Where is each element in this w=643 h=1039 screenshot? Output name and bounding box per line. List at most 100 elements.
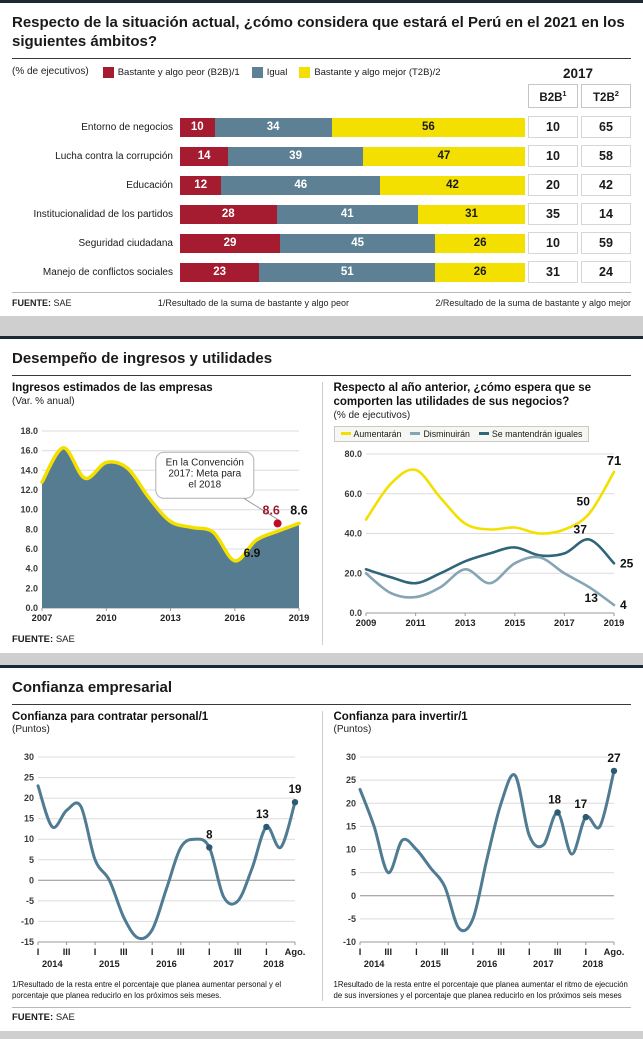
legend-swatch-red [102,66,114,78]
svg-text:I: I [415,947,418,957]
svg-text:2018: 2018 [263,959,284,969]
svg-text:6.9: 6.9 [244,546,261,560]
utilidades-subtitle: Respecto al año anterior, ¿cómo espera q… [333,382,592,408]
b2b-value: 10 [528,116,578,139]
b2b-value: 31 [528,261,578,284]
legend-item-disminuiran: Disminuirán [410,429,470,439]
svg-text:13: 13 [584,591,598,605]
svg-text:III: III [553,947,561,957]
svg-text:40.0: 40.0 [344,528,362,538]
utilidades-column: Respecto al año anterior, ¿cómo espera q… [321,382,633,645]
svg-text:III: III [497,947,505,957]
source: FUENTE: SAE [12,298,72,309]
svg-text:III: III [440,947,448,957]
bar-row: Manejo de conflictos sociales 23 51 26 31 24 [12,261,631,284]
footnote-1: 1/Resultado de la suma de bastante y alg… [157,298,350,309]
column-headers: B2B1 T2B2 [525,83,631,109]
panel2-title: Desempeño de ingresos y utilidades [12,350,631,377]
category-label: Seguridad ciudadana [78,237,173,249]
legend-item-t2b: Bastante y algo mejor (T2B)/2 [299,66,441,78]
svg-text:8: 8 [206,830,213,842]
b2b-value: 10 [528,232,578,255]
bar-segment: 29 [180,233,281,253]
svg-text:13: 13 [256,809,269,821]
svg-text:2010: 2010 [96,613,117,623]
svg-text:25: 25 [345,776,355,786]
t2b-value: 65 [581,116,631,139]
svg-text:III: III [384,947,392,957]
svg-text:12.0: 12.0 [20,485,38,495]
svg-text:0: 0 [29,876,34,886]
svg-text:10.0: 10.0 [20,505,38,515]
svg-text:I: I [471,947,474,957]
stacked-bar: 10 34 56 [180,117,525,137]
svg-text:2017: 2017 [554,618,575,628]
svg-text:30: 30 [345,752,355,762]
b2b-column-header: B2B1 [527,83,578,109]
contratar-column: Confianza para contratar personal/1 (Pun… [12,711,322,1001]
svg-text:2017: Meta para: 2017: Meta para [168,468,241,479]
b2b-value: 20 [528,174,578,197]
legend-dash-light [410,432,421,436]
contratar-footnote: 1/Resultado de la resta entre el porcent… [12,980,282,1000]
svg-text:5: 5 [29,855,34,865]
t2b-value: 14 [581,203,631,226]
category-label: Lucha contra la corrupción [55,150,173,162]
svg-text:-15: -15 [21,937,34,947]
t2b-value: 24 [581,261,631,284]
stacked-bar: 29 45 26 [180,233,525,253]
svg-text:60.0: 60.0 [344,488,362,498]
svg-text:2018: 2018 [582,959,603,969]
panel3-columns: Confianza para contratar personal/1 (Pun… [12,710,631,1001]
svg-text:20: 20 [24,794,34,804]
bar-segment: 41 [276,204,419,224]
panel1-unit-label: (% de ejecutivos) [12,65,89,77]
contratar-unit: (Puntos) [12,724,50,736]
bar-row: Entorno de negocios 10 34 56 10 65 [12,116,631,139]
svg-text:I: I [584,947,587,957]
ingresos-unit: (Var. % anual) [12,395,75,407]
svg-text:-5: -5 [347,914,355,924]
panel-ingresos-utilidades: Desempeño de ingresos y utilidades Ingre… [0,336,643,653]
utilidades-legend: Aumentarán Disminuirán Se mantendrán igu… [333,425,590,442]
svg-text:2.0: 2.0 [25,583,38,593]
invertir-unit: (Puntos) [333,724,372,736]
bar-segment: 46 [221,175,381,195]
svg-text:2016: 2016 [476,959,497,969]
utilidades-chart: 0.0 20.0 40.0 60.0 80.0 2009 2011 2013 2015 2017 2… [334,446,633,631]
svg-text:2009: 2009 [355,618,376,628]
ingresos-column: Ingresos estimados de las empresas (Var.… [12,382,322,645]
svg-text:71: 71 [606,453,620,468]
invertir-subtitle: Confianza para invertir/1 [333,710,468,723]
svg-text:2015: 2015 [420,959,441,969]
panel1-footer: FUENTE: SAE 1/Resultado de la suma de ba… [12,292,631,308]
svg-text:37: 37 [573,522,587,536]
contratar-subtitle: Confianza para contratar personal/1 [12,710,209,723]
b2b-value: 10 [528,145,578,168]
panel-peru-2021: Respecto de la situación actual, ¿cómo c… [0,0,643,317]
svg-text:2017: 2017 [533,959,554,969]
t2b-value: 59 [581,232,631,255]
svg-text:10: 10 [345,845,355,855]
bar-segment: 23 [180,262,260,282]
bar-row: Lucha contra la corrupción 14 39 47 10 58 [12,145,631,168]
svg-text:19: 19 [289,785,302,797]
svg-text:2007: 2007 [32,613,53,623]
svg-text:I: I [358,947,361,957]
svg-text:25: 25 [24,773,34,783]
svg-text:4: 4 [620,598,627,612]
stacked-bar: 23 51 26 [180,262,525,282]
svg-text:18.0: 18.0 [20,426,38,436]
svg-text:15: 15 [24,814,34,824]
panel2-source: FUENTE: SAE [12,633,75,645]
legend-label: Bastante y algo peor (B2B)/1 [117,66,240,78]
panel1-legend: Bastante y algo peor (B2B)/1 Igual Basta… [102,66,441,78]
contratar-chart: 30 25 20 15 10 5 0 -5 -10 -15 I III I III I III I III I Ago… [12,749,313,974]
bar-segment: 28 [180,204,277,224]
svg-text:0.0: 0.0 [25,603,38,613]
svg-text:50: 50 [576,494,590,508]
svg-text:-5: -5 [26,896,34,906]
category-label: Entorno de negocios [81,121,173,133]
svg-text:I: I [37,947,40,957]
svg-text:2013: 2013 [160,613,181,623]
